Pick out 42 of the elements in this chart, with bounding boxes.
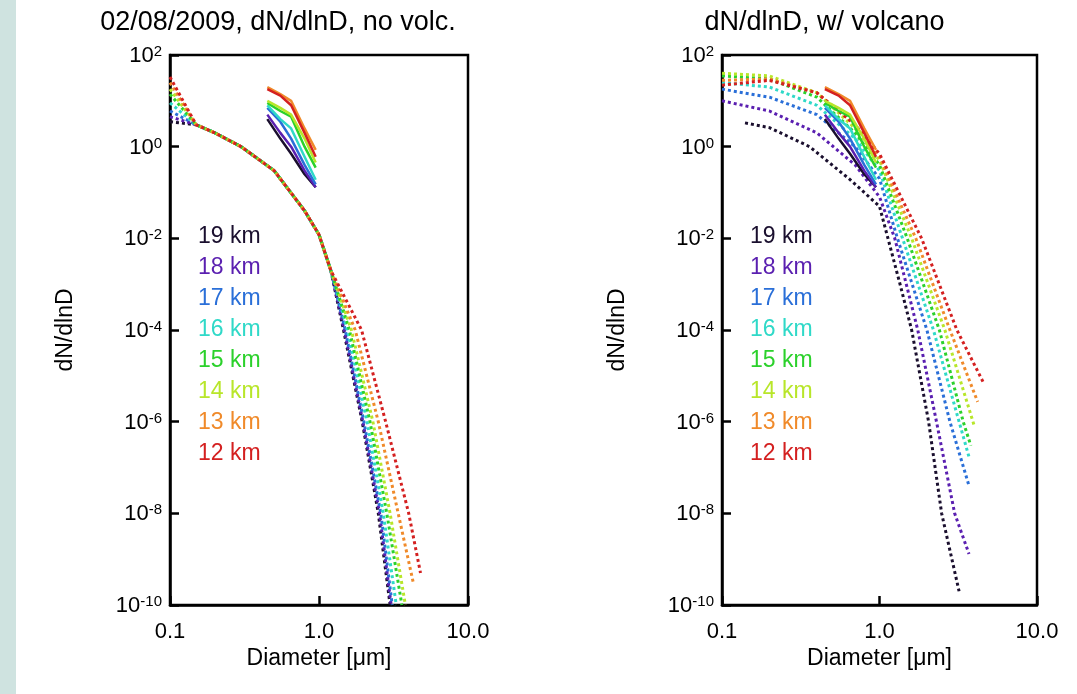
text: 15 km	[198, 345, 261, 372]
chart-title: dN/dlnD, w/ volcano	[704, 5, 945, 36]
text: 17 km	[198, 283, 261, 310]
y-tick-label: 10$^{0}$	[681, 132, 714, 161]
text: 14 km	[750, 376, 813, 403]
text: 14 km	[198, 376, 261, 403]
x-tick-label: 0.1	[706, 617, 738, 643]
text: 12 km	[198, 438, 261, 465]
x-tick-label: 1.0	[303, 617, 335, 643]
x-axis-title: Diameter [μm]	[246, 644, 392, 671]
text: 19 km	[198, 221, 261, 248]
y-tick-label: 10$^{-6}$	[124, 407, 162, 436]
text: 16 km	[198, 314, 261, 341]
chart-title: 02/08/2009, dN/dlnD, no volc.	[100, 5, 456, 36]
x-tick-label: 10.0	[446, 617, 490, 643]
y-tick-label: 10$^{-2}$	[124, 224, 162, 253]
y-axis-title: dN/dlnD	[50, 288, 77, 372]
y-tick-label: 10$^{-2}$	[676, 224, 714, 253]
y-tick-label: 10$^{-4}$	[676, 316, 714, 344]
y-tick-label: 10$^{2}$	[681, 41, 714, 69]
text: 18 km	[750, 252, 813, 279]
text: 18 km	[198, 252, 261, 279]
y-axis-title: dN/dlnD	[602, 288, 629, 372]
text: 17 km	[750, 283, 813, 310]
y-tick-label: 10$^{2}$	[129, 41, 162, 69]
y-tick-label: 10$^{0}$	[129, 132, 162, 161]
y-tick-label: 10$^{-8}$	[124, 499, 162, 528]
text: 19 km	[750, 221, 813, 248]
x-tick-label: 1.0	[864, 617, 895, 643]
text: 13 km	[750, 407, 813, 434]
y-tick-label: 10$^{-10}$	[115, 591, 162, 619]
text: 13 km	[198, 407, 261, 434]
x-tick-label: 10.0	[1015, 617, 1059, 643]
y-tick-label: 10$^{-8}$	[676, 499, 714, 528]
text: 15 km	[750, 345, 813, 372]
text: 16 km	[750, 314, 813, 341]
text: 12 km	[750, 438, 813, 465]
x-axis-title: Diameter [μm]	[807, 644, 952, 671]
y-tick-label: 10$^{-10}$	[667, 591, 714, 619]
y-tick-label: 10$^{-6}$	[676, 407, 714, 436]
y-tick-label: 10$^{-4}$	[124, 316, 162, 344]
x-tick-label: 0.1	[154, 617, 186, 643]
